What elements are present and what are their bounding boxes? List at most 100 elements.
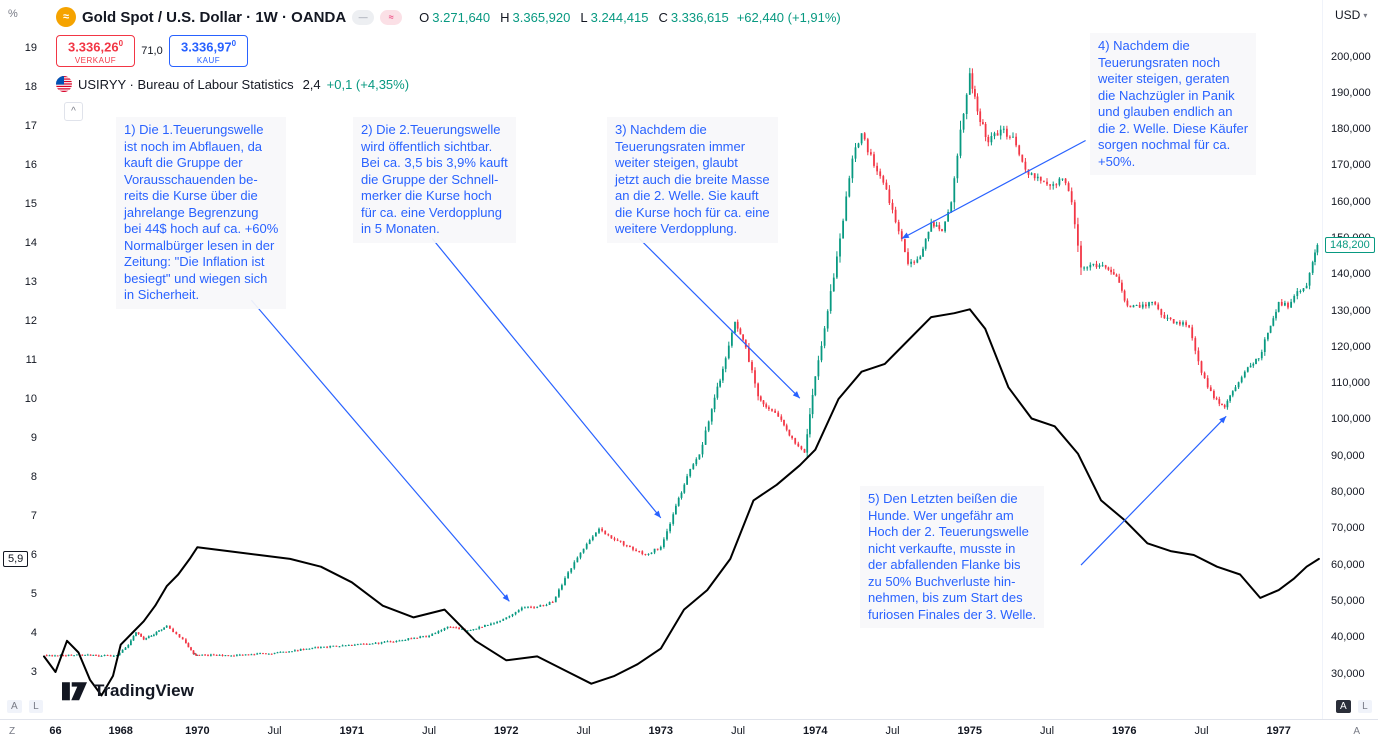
indicator-row: USIRYY · Bureau of Labour Statistics 2,4…	[56, 76, 841, 92]
price-axis-tick: 170,000	[1331, 159, 1371, 172]
price-axis-tick: 40,000	[1331, 631, 1365, 644]
percent-axis-tick: 3	[30, 665, 37, 678]
time-axis-tick: 1968	[108, 725, 133, 737]
chevron-up-icon: ^	[71, 106, 76, 117]
tradingview-logo-text: TradingView	[94, 681, 194, 700]
time-scale[interactable]: Z A 66 1968 1970 Jul 1971 Jul 1972 Jul 1973 Jul 19…	[0, 719, 1378, 745]
price-axis-tick: 190,000	[1331, 86, 1371, 99]
annotation-note-4[interactable]: 4) Nachdem die Teuerungsraten noch weite…	[1090, 33, 1257, 175]
percent-scale-log-button[interactable]: L	[29, 700, 43, 713]
time-axis-tick: Jul	[1194, 725, 1209, 737]
spread-value: 71,0	[141, 45, 163, 57]
time-scale-auto-button[interactable]: A	[1353, 726, 1360, 737]
price-axis-tick: 140,000	[1331, 268, 1371, 281]
indicator-name[interactable]: USIRYY · Bureau of Labour Statistics	[78, 76, 294, 92]
price-scale-buttons: A L	[1333, 696, 1372, 714]
time-axis-tick: Jul	[267, 725, 282, 737]
price-axis-tick: 200,000	[1331, 50, 1371, 63]
price-last-value-label: 148,200	[1325, 237, 1375, 253]
ohlc-c-label: C	[658, 9, 668, 25]
price-chart-canvas[interactable]	[0, 0, 1378, 720]
percent-scale-auto-button[interactable]: A	[7, 700, 22, 713]
tradingview-logo[interactable]: TradingView	[62, 681, 194, 701]
annotation-note-3[interactable]: 3) Nachdem die Teuerungsraten immer weit…	[607, 117, 778, 243]
price-axis-tick: 60,000	[1331, 558, 1365, 571]
time-axis-tick: 1973	[648, 725, 674, 737]
price-axis-tick: 90,000	[1331, 449, 1365, 462]
annotation-note-5[interactable]: 5) Den Letzten beißen die Hunde. Wer ung…	[860, 486, 1045, 628]
price-scale-auto-button[interactable]: A	[1336, 700, 1351, 713]
percent-axis-tick: 16	[24, 158, 37, 171]
percent-axis-tick: 12	[24, 314, 37, 327]
percent-axis-tick: 18	[24, 80, 37, 93]
sell-price: 3.336,260	[67, 39, 124, 55]
price-axis-tick: 110,000	[1331, 377, 1370, 390]
time-axis-tick: 1974	[803, 725, 828, 737]
percent-axis-tick: 14	[24, 236, 37, 249]
chart-legend: ≈ Gold Spot / U.S. Dollar · 1W · OANDA —…	[56, 6, 841, 121]
price-axis-tick: 70,000	[1331, 522, 1365, 535]
buy-label: KAUF	[196, 55, 221, 65]
ohlc-values: O 3.271,640 H 3.365,920 L 3.244,415 C 3.…	[412, 10, 841, 25]
ohlc-o-value: 3.271,640	[432, 9, 491, 25]
percent-axis-tick: 15	[24, 197, 37, 210]
price-scale-log-button[interactable]: L	[1358, 700, 1372, 713]
percent-axis-tick: 13	[24, 275, 37, 288]
percent-last-value-label: 5,9	[3, 550, 29, 567]
ohlc-o-label: O	[419, 9, 430, 25]
time-axis-tick: Jul	[731, 725, 746, 737]
sell-button[interactable]: 3.336,260 VERKAUF	[56, 35, 135, 67]
annotation-note-1[interactable]: 1) Die 1.Teuerungswelle ist noch im Abfl…	[116, 117, 287, 309]
time-axis-tick: Jul	[576, 725, 591, 737]
currency-selector[interactable]: USD ▾	[1335, 8, 1367, 22]
ohlc-l-value: 3.244,415	[590, 9, 649, 25]
sell-label: VERKAUF	[74, 55, 117, 65]
percent-axis-tick: 19	[24, 41, 37, 54]
time-axis-tick: 1976	[1112, 725, 1137, 737]
time-axis-tick: 1975	[957, 725, 983, 737]
time-axis-tick: Jul	[885, 725, 900, 737]
indicator-change: +0,1 (+4,35%)	[326, 76, 410, 92]
percent-axis-tick: 8	[30, 470, 37, 483]
price-axis-tick: 180,000	[1331, 123, 1371, 136]
price-axis-tick: 130,000	[1331, 304, 1371, 317]
percent-unit-label: %	[8, 8, 18, 20]
ohlc-h-label: H	[500, 9, 510, 25]
price-axis-tick: 50,000	[1331, 594, 1365, 607]
time-axis-tick: 1977	[1266, 725, 1291, 737]
percent-axis-tick: 4	[30, 626, 37, 639]
buy-button[interactable]: 3.336,970 KAUF	[169, 35, 248, 67]
gold-symbol-icon: ≈	[56, 7, 76, 27]
percent-axis-tick: 7	[30, 509, 37, 522]
price-scale[interactable]: USD ▾ A L 200,000 190,000 180,000 170,000 16…	[1322, 0, 1378, 720]
us-flag-icon	[56, 76, 72, 92]
percent-axis-tick: 11	[25, 353, 37, 366]
ohlc-change: +62,440 (+1,91%)	[736, 9, 841, 25]
price-axis-tick: 120,000	[1331, 340, 1371, 353]
percent-axis-tick: 9	[30, 431, 37, 444]
percent-axis-tick: 17	[24, 119, 37, 132]
ohlc-h-value: 3.365,920	[512, 9, 571, 25]
symbol-title[interactable]: Gold Spot / U.S. Dollar · 1W · OANDA	[82, 8, 347, 26]
dash-badge-icon[interactable]: —	[352, 9, 375, 25]
tradingview-logo-icon	[62, 681, 87, 700]
percent-axis-tick: 6	[30, 548, 37, 561]
collapse-legend-button[interactable]: ^	[64, 102, 83, 121]
time-axis-tick: 66	[49, 725, 62, 737]
time-axis-tick: Jul	[1039, 725, 1055, 737]
price-axis-tick: 160,000	[1331, 195, 1371, 208]
ohlc-l-label: L	[580, 9, 588, 25]
buy-price: 3.336,970	[180, 39, 237, 55]
time-axis-tick: 1971	[339, 725, 365, 737]
price-axis-tick: 80,000	[1331, 486, 1365, 499]
price-axis-tick: 100,000	[1331, 413, 1371, 426]
percent-axis-tick: 5	[30, 587, 37, 600]
timezone-button[interactable]: Z	[9, 726, 16, 737]
wave-badge-icon[interactable]: ≈	[380, 9, 403, 25]
annotation-note-2[interactable]: 2) Die 2.Teuerungswelle wird öffentlich …	[353, 117, 516, 243]
time-axis-tick: 1970	[185, 725, 210, 737]
percent-scale[interactable]: % A L 19 18 17 16 15 14 13 12 11 10 9 8 7 6 5 4 3 5,9	[0, 0, 44, 720]
ohlc-c-value: 3.336,615	[670, 9, 729, 25]
